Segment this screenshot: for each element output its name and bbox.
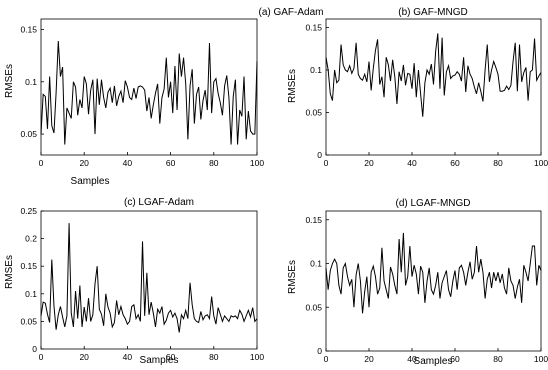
y-tick-label: 0.15 [305, 23, 322, 33]
x-tick-label: 0 [324, 158, 329, 168]
x-tick-label: 60 [166, 352, 176, 362]
x-tick-label: 80 [209, 158, 219, 168]
x-tick-label: 0 [39, 158, 44, 168]
y-tick-label: 0.1 [25, 289, 37, 299]
y-tick-label: 0.2 [25, 234, 37, 244]
y-tick-label: 0.1 [310, 65, 322, 75]
chart-panel-d: (d) LGAF-MNGD RMSEs Samples 0 20 40 60 80 100… [287, 198, 548, 367]
plot-frame [325, 18, 542, 156]
data-series-line [40, 40, 258, 145]
y-axis-label: RMSEs [4, 255, 15, 289]
data-series-line [40, 223, 258, 333]
x-tick-label: 60 [166, 158, 176, 168]
y-tick-label: 0 [317, 346, 322, 356]
y-tick-label: 0.05 [305, 302, 322, 312]
x-tick-label: 40 [407, 158, 417, 168]
chart-panel-b: (b) GAF-MNGD RMSEs 0 20 40 60 80 100 0 0.05 0.1 0… [287, 7, 548, 168]
chart-title: (b) GAF-MNGD [398, 7, 467, 18]
x-tick-label: 80 [209, 352, 219, 362]
x-tick-label: 80 [493, 158, 503, 168]
y-tick-label: 0.05 [20, 316, 37, 326]
x-axis-label: Samples [140, 355, 179, 366]
y-tick-label: 0 [32, 344, 37, 354]
x-tick-label: 40 [123, 158, 133, 168]
plot-frame [40, 18, 258, 156]
plot-frame [325, 210, 542, 352]
x-axis-label: Samples [71, 176, 110, 187]
x-tick-label: 40 [407, 354, 417, 364]
y-tick-label: 0 [317, 150, 322, 160]
x-tick-label: 20 [364, 354, 374, 364]
y-tick-label: 0.15 [305, 215, 322, 225]
chart-title: (d) LGAF-MNGD [396, 198, 471, 209]
x-tick-label: 20 [79, 352, 89, 362]
y-tick-label: 0.15 [20, 24, 37, 34]
y-axis-label: RMSEs [287, 260, 298, 294]
x-tick-label: 100 [250, 158, 264, 168]
x-tick-label: 20 [364, 158, 374, 168]
x-tick-label: 0 [39, 352, 44, 362]
plot-frame [40, 210, 258, 350]
data-series-line [325, 232, 542, 314]
x-tick-label: 100 [534, 158, 548, 168]
y-tick-label: 0.25 [20, 206, 37, 216]
y-tick-label: 0.15 [20, 261, 37, 271]
chart-panel-a: (a) GAF-Adam RMSEs Samples 0 20 40 60 80 100 0… [4, 7, 324, 187]
x-tick-label: 100 [250, 352, 264, 362]
x-tick-label: 40 [123, 352, 133, 362]
y-axis-label: RMSEs [4, 64, 15, 98]
x-axis-label: Samples [414, 356, 453, 367]
x-tick-label: 60 [450, 354, 460, 364]
y-tick-label: 0.05 [305, 108, 322, 118]
chart-title: (c) LGAF-Adam [124, 197, 194, 208]
chart-title: (a) GAF-Adam [258, 7, 323, 18]
y-tick-label: 0.05 [20, 129, 37, 139]
x-tick-label: 60 [450, 158, 460, 168]
x-tick-label: 0 [324, 354, 329, 364]
chart-panel-c: (c) LGAF-Adam RMSEs Samples 0 20 40 60 80 100… [4, 197, 264, 366]
x-tick-label: 80 [493, 354, 503, 364]
y-tick-label: 0.1 [25, 77, 37, 87]
y-tick-label: 0.1 [310, 259, 322, 269]
y-axis-label: RMSEs [287, 69, 298, 103]
data-series-line [325, 33, 542, 117]
x-tick-label: 20 [79, 158, 89, 168]
x-tick-label: 100 [534, 354, 548, 364]
